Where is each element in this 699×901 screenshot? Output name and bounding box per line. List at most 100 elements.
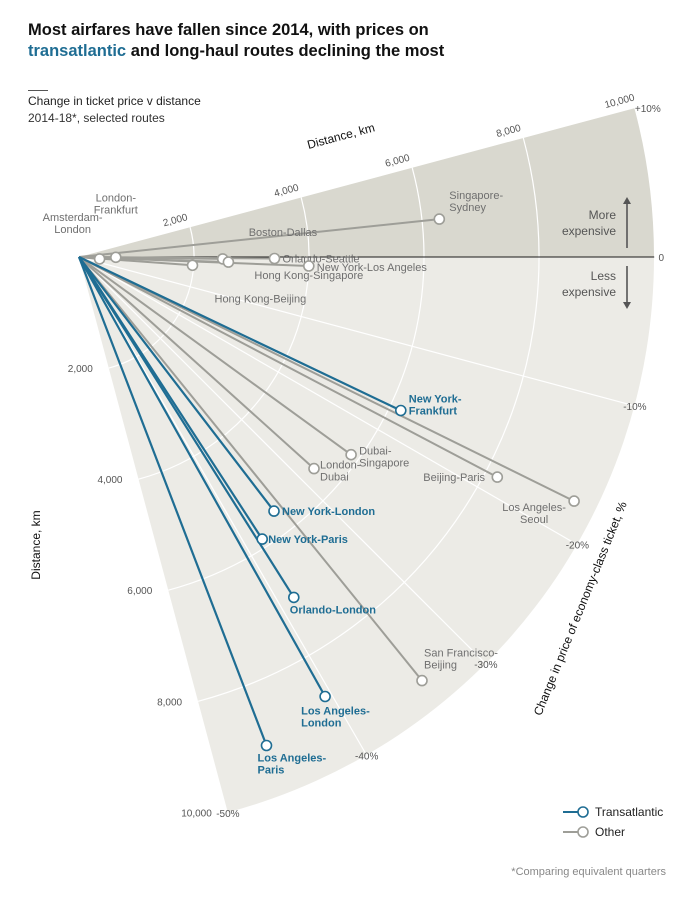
route-label: San Francisco-: [424, 648, 498, 660]
route-point: [222, 256, 235, 268]
route-label: Singapore: [359, 458, 409, 470]
route-label: Sydney: [449, 202, 486, 214]
angle-gridline: [78, 256, 487, 665]
y-axis-title: Distance, km: [29, 510, 43, 579]
route-point: [287, 591, 300, 604]
route-label: Los Angeles-: [258, 753, 327, 765]
route-point: [568, 495, 580, 507]
chart-title: Most airfares have fallen since 2014, wi…: [28, 20, 678, 62]
route-label: Boston-Dallas: [249, 227, 318, 239]
angle-tick: 0: [659, 253, 665, 264]
route-point: [416, 674, 428, 687]
route-label: Los Angeles-: [502, 502, 566, 514]
route-line: [77, 256, 268, 746]
route-point: [345, 448, 357, 461]
route-label: Beijing: [424, 660, 457, 672]
route-point: [260, 739, 273, 752]
route-line: [78, 256, 275, 512]
route-point: [302, 260, 315, 272]
down-arrow-head-icon: [623, 302, 631, 309]
angle-tick: -50%: [216, 809, 239, 820]
legend-marker: [577, 806, 589, 818]
distance-tick-top: 4,000: [273, 182, 300, 199]
route-label: London: [301, 718, 342, 730]
route-line: [78, 256, 315, 470]
legend-label: Other: [595, 825, 625, 839]
route-label: London: [54, 224, 91, 236]
more-expensive-label: expensive: [562, 224, 616, 238]
route-label: Orlando-Seattle: [283, 254, 360, 266]
route-label: Los Angeles-: [301, 706, 370, 718]
route-label: London-: [96, 192, 137, 204]
distance-tick-top: 6,000: [384, 153, 411, 170]
route-point: [256, 533, 269, 545]
route-label: New York-: [409, 394, 462, 406]
subtitle-rule: [28, 90, 48, 91]
route-point: [268, 252, 281, 265]
route-point: [308, 462, 320, 475]
route-label: Dubai: [320, 472, 349, 484]
up-arrow-head-icon: [623, 197, 631, 204]
legend-label: Transatlantic: [595, 805, 663, 819]
route-label: London-: [320, 460, 361, 472]
route-point: [110, 251, 122, 264]
angle-tick: -20%: [566, 541, 589, 552]
route-line: [78, 256, 327, 698]
route-point: [268, 505, 280, 517]
x-axis-title: Distance, km: [306, 120, 377, 151]
route-label: Paris: [258, 765, 285, 777]
route-label: Hong Kong-Singapore: [254, 270, 363, 282]
route-line: [78, 256, 498, 478]
distance-tick-left: 10,000: [181, 808, 212, 819]
route-label: Frankfurt: [409, 406, 458, 418]
angle-tick: -30%: [474, 660, 497, 671]
angle-gridline: [78, 256, 578, 546]
distance-tick-left: 2,000: [68, 364, 93, 375]
distance-tick-top: 2,000: [162, 212, 189, 229]
more-expensive-label: More: [589, 208, 617, 222]
route-label: Frankfurt: [94, 204, 138, 216]
route-label: Orlando-London: [290, 604, 376, 616]
route-line: [78, 256, 352, 456]
route-label: Seoul: [520, 514, 548, 526]
chart-subtitle-period: 2014-18*, selected routes: [28, 111, 165, 125]
fill-more-expensive: [79, 108, 654, 257]
route-label: Hong Kong-Beijing: [215, 293, 307, 305]
distance-tick-left: 6,000: [127, 586, 152, 597]
title-line2: and long-haul routes declining the most: [126, 42, 445, 60]
chart-subtitle: Change in ticket price v distance: [28, 94, 201, 108]
distance-tick-top: 10,000: [604, 92, 637, 111]
route-point: [491, 471, 504, 483]
route-point: [319, 690, 331, 703]
distance-tick-left: 4,000: [97, 475, 122, 486]
route-label: Singapore-: [449, 190, 503, 202]
distance-tick-top: 8,000: [495, 123, 522, 140]
angle-tick: -40%: [355, 751, 378, 762]
title-highlight: transatlantic: [28, 42, 127, 60]
less-expensive-label: Less: [591, 269, 616, 283]
route-point: [394, 404, 407, 417]
route-label: New York-London: [282, 506, 375, 518]
legend-marker: [577, 826, 589, 838]
route-label: Beijing-Paris: [423, 472, 485, 484]
less-expensive-label: expensive: [562, 285, 616, 299]
fill-less-expensive: [79, 257, 654, 813]
route-point: [93, 253, 106, 265]
route-point: [186, 259, 199, 272]
angle-tick: -10%: [623, 402, 646, 413]
route-label: Dubai-: [359, 446, 392, 458]
footnote: *Comparing equivalent quarters: [511, 866, 666, 878]
angle-gridline: [78, 256, 368, 756]
route-line: [78, 218, 440, 258]
angle-gridline: [78, 256, 635, 407]
route-point: [433, 213, 446, 225]
route-line: [78, 256, 402, 412]
route-label: New York-Paris: [268, 534, 348, 546]
route-label: Amsterdam-: [43, 212, 103, 224]
distance-tick-left: 8,000: [157, 697, 182, 708]
title-line1: Most airfares have fallen since 2014, wi…: [28, 21, 429, 39]
route-line: [78, 256, 423, 682]
route-line: [78, 256, 575, 502]
angle-tick: +10%: [635, 104, 661, 115]
